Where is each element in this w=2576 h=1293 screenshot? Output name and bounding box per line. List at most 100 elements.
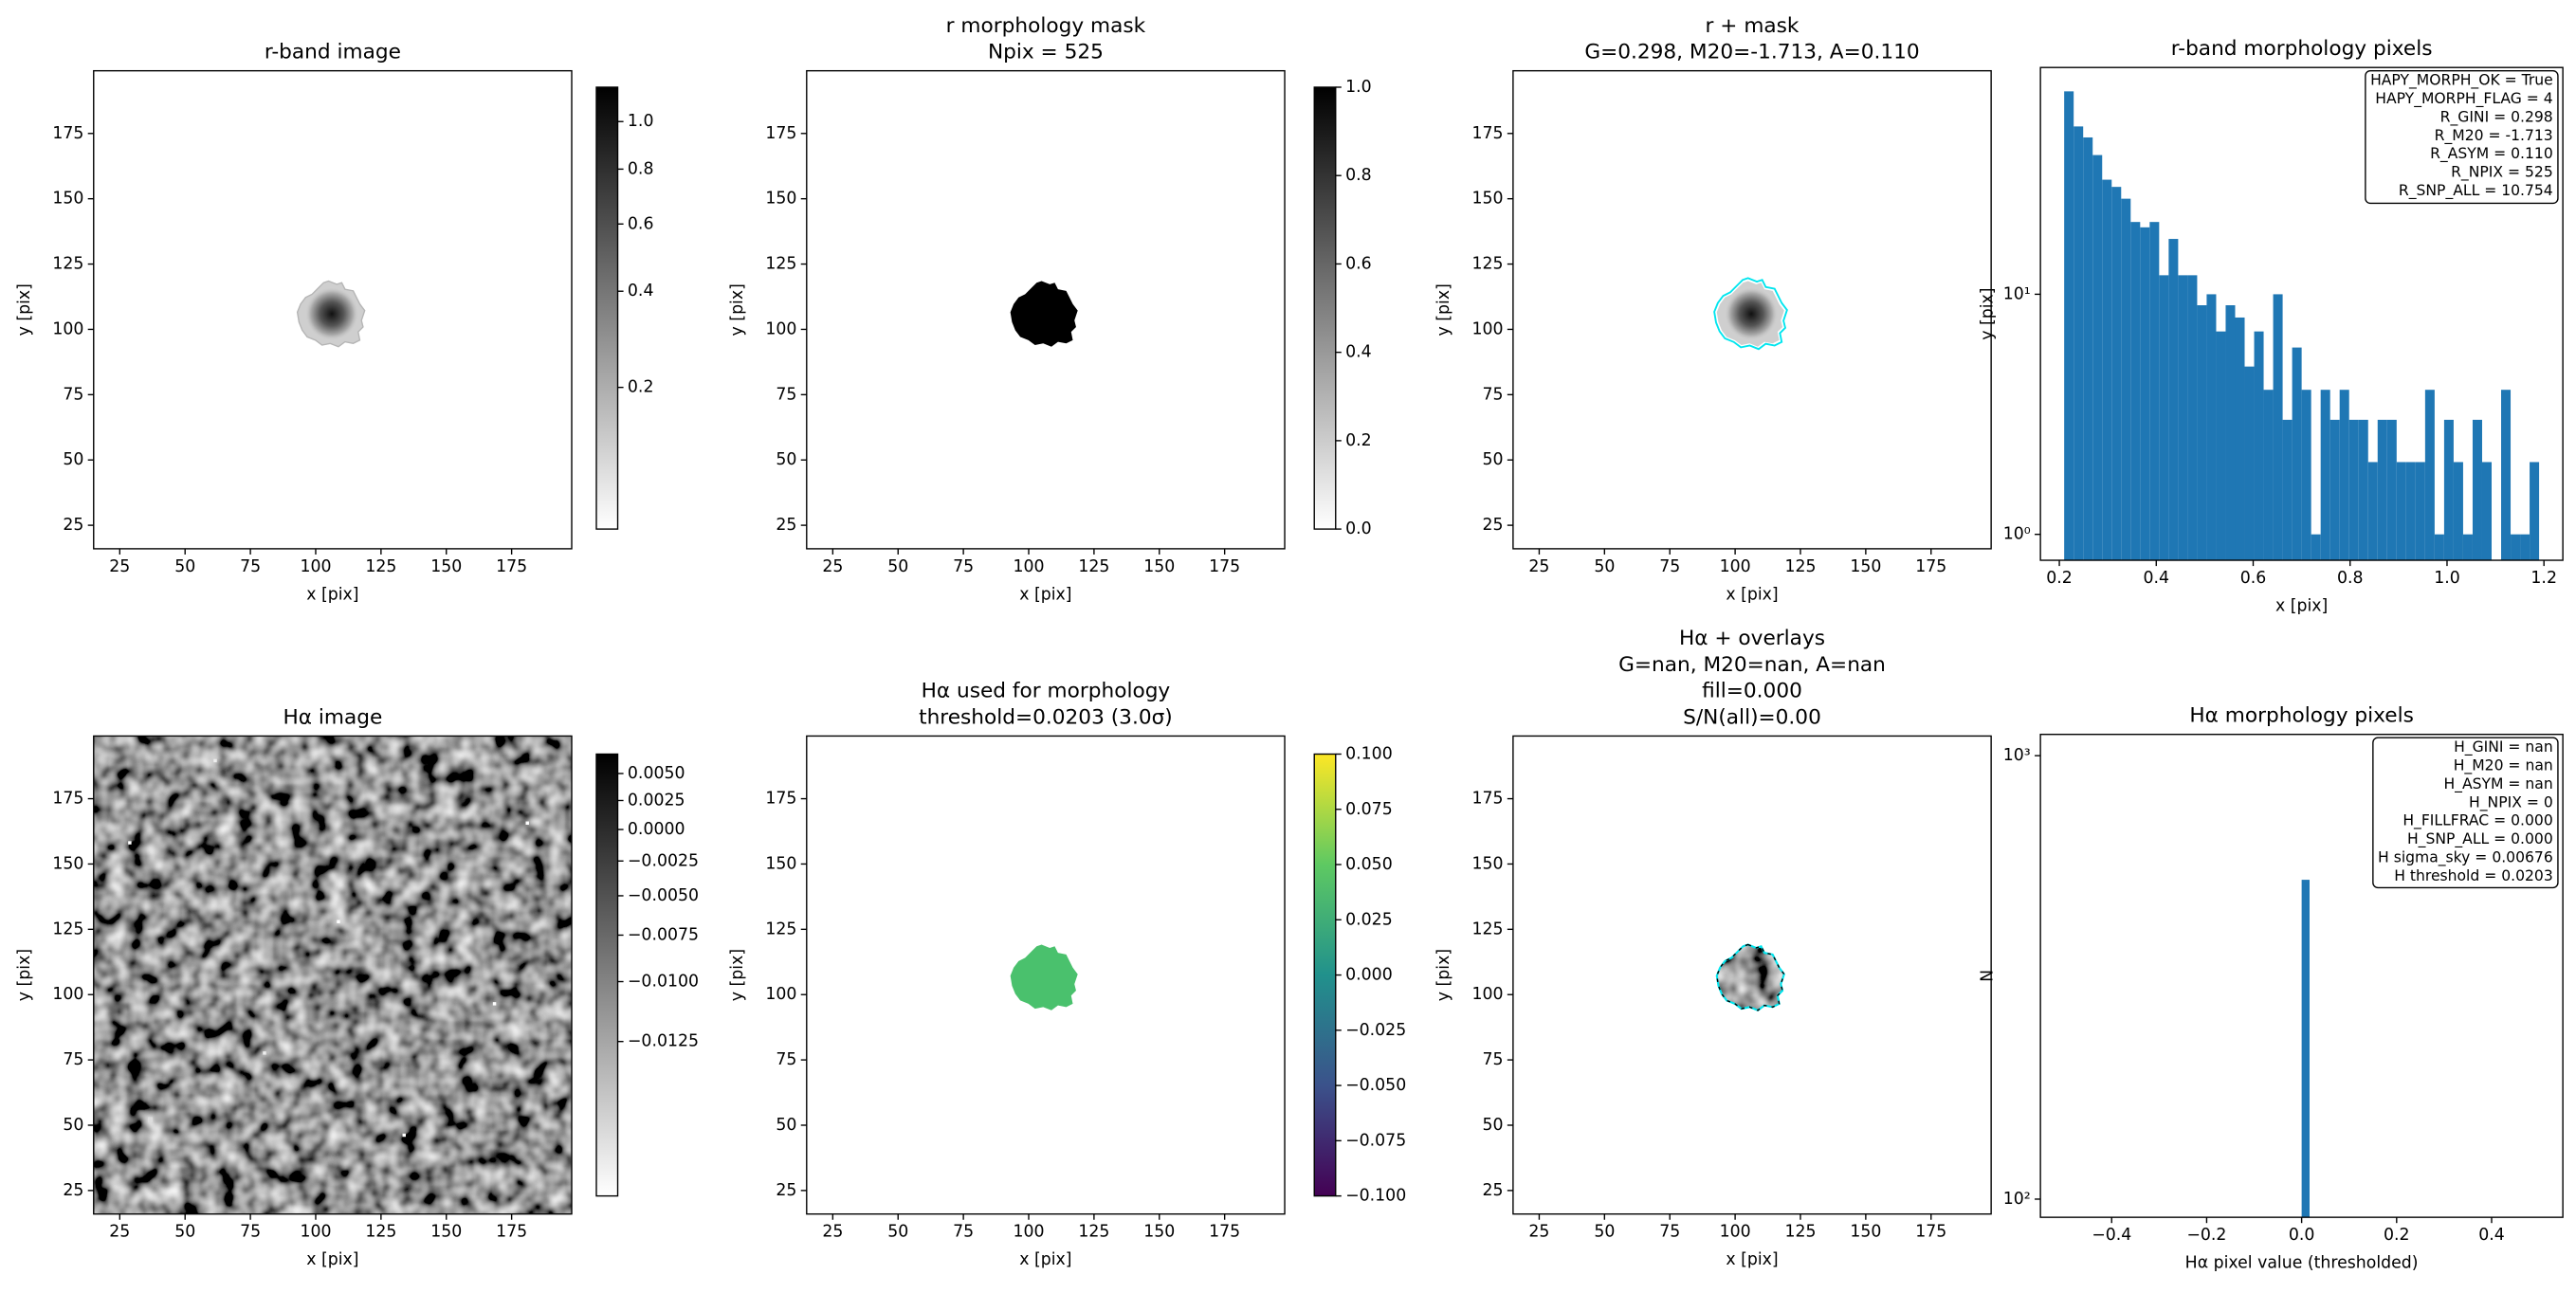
- bar: [2434, 534, 2444, 561]
- colorbar-tick-label: 0.8: [628, 159, 654, 178]
- y-tick-label: 25: [776, 1181, 796, 1200]
- bar: [2225, 305, 2236, 561]
- bar: [2396, 462, 2406, 561]
- x-tick-label: 150: [1143, 1223, 1175, 1242]
- colorbar-tick-label: 0.075: [1345, 800, 1393, 819]
- x-tick-label: 175: [1209, 557, 1240, 576]
- colorbar-tick-label: −0.0050: [628, 886, 699, 905]
- mask-image: [1010, 281, 1078, 347]
- x-tick-label: 175: [496, 557, 527, 576]
- annotation-line: R_M20 = -1.713: [2435, 127, 2553, 145]
- y-axis-label: y [pix]: [728, 283, 747, 336]
- x-axis-label: x [pix]: [306, 1250, 358, 1269]
- bar: [2443, 419, 2454, 561]
- x-tick-label: −0.4: [2092, 1226, 2131, 1245]
- halpha-overlay: [1715, 943, 1785, 1011]
- x-tick-label: 75: [1659, 1223, 1680, 1242]
- colorbar-tick-label: 0.4: [1345, 343, 1372, 362]
- bar: [2501, 390, 2512, 561]
- x-tick-label: 175: [1915, 557, 1946, 576]
- y-tick-label: 100: [1471, 985, 1503, 1004]
- colorbar-tick-label: −0.025: [1345, 1021, 1406, 1040]
- x-tick-label: 100: [1720, 1223, 1751, 1242]
- bar: [2405, 462, 2416, 561]
- chart-title: Hα morphology pixels: [2189, 704, 2414, 728]
- chart-title: Hα image: [283, 705, 382, 729]
- x-tick-label: 75: [953, 1223, 974, 1242]
- x-axis-label: x [pix]: [2275, 597, 2328, 616]
- axes-frame: [806, 735, 1286, 1215]
- bar: [2197, 305, 2207, 561]
- colorbar-tick-label: −0.100: [1345, 1187, 1406, 1206]
- x-tick-label: 75: [953, 557, 974, 576]
- x-tick-label: 150: [430, 557, 462, 576]
- x-tick-label: 1.0: [2434, 569, 2460, 588]
- annotation-line: H sigma_sky = 0.00676: [2378, 849, 2553, 867]
- chart-title: Hα used for morphology: [922, 680, 1171, 703]
- x-tick-label: 25: [109, 557, 130, 576]
- x-tick-label: 125: [1784, 1223, 1816, 1242]
- x-tick-label: 125: [365, 1223, 396, 1242]
- bar: [2130, 222, 2141, 561]
- colorbar-tick-label: 0.025: [1345, 910, 1393, 929]
- overlay-image: [1713, 277, 1788, 351]
- x-tick-label: 50: [174, 1223, 195, 1242]
- bar: [2453, 462, 2463, 561]
- y-tick-label: 50: [63, 450, 83, 469]
- colorbar-tick-label: 0.6: [628, 214, 654, 233]
- annotation-line: HAPY_MORPH_OK = True: [2370, 72, 2553, 90]
- bar: [2472, 419, 2482, 561]
- colorbar-tick-label: 0.000: [1345, 966, 1393, 985]
- y-tick-label: 50: [776, 1116, 796, 1135]
- bar: [2140, 227, 2150, 561]
- bar: [2273, 294, 2283, 561]
- x-tick-label: 0.2: [2046, 569, 2073, 588]
- axes-frame: [1512, 735, 1992, 1215]
- x-tick-label: 0.0: [2289, 1226, 2315, 1245]
- y-tick-label: 150: [765, 190, 796, 209]
- chart-title: r + mask: [1706, 14, 1800, 38]
- x-tick-label: 100: [1013, 557, 1044, 576]
- y-tick-label: 75: [1482, 385, 1503, 404]
- axes-frame: [93, 69, 573, 550]
- bar: [2377, 419, 2387, 561]
- bar: [2074, 126, 2084, 561]
- y-tick-label: 175: [765, 790, 796, 809]
- colorbar-tick-label: −0.075: [1345, 1131, 1406, 1150]
- y-tick-label: 50: [776, 450, 796, 469]
- y-tick-label: 75: [63, 1050, 83, 1069]
- bar: [2348, 419, 2359, 561]
- x-tick-label: 150: [1850, 1223, 1881, 1242]
- x-axis-label: x [pix]: [306, 585, 358, 604]
- annotation-line: H_FILLFRAC = 0.000: [2402, 812, 2552, 830]
- x-tick-label: 25: [1528, 1223, 1549, 1242]
- colorbar: [1313, 753, 1337, 1197]
- y-tick-label: 25: [63, 516, 83, 535]
- bar: [2102, 179, 2112, 561]
- y-tick-label: 175: [52, 124, 83, 143]
- colorbar: [595, 86, 619, 530]
- bar: [2187, 275, 2198, 561]
- y-tick-label: 100: [765, 319, 796, 338]
- annotation-line: R_GINI = 0.298: [2440, 108, 2553, 126]
- bar: [2092, 155, 2103, 561]
- x-tick-label: 75: [240, 557, 261, 576]
- y-tick-label: 50: [63, 1116, 83, 1135]
- x-tick-label: 50: [1594, 557, 1615, 576]
- colorbar-tick-label: −0.0075: [628, 925, 699, 944]
- x-tick-label: 100: [1013, 1223, 1044, 1242]
- x-tick-label: 150: [1143, 557, 1175, 576]
- bar: [2149, 222, 2160, 561]
- y-tick-label: 125: [765, 255, 796, 274]
- x-tick-label: 100: [300, 557, 331, 576]
- bar: [2111, 187, 2122, 561]
- y-tick-label: 150: [1471, 854, 1503, 873]
- bar: [2282, 419, 2293, 561]
- y-tick-label: 150: [1471, 190, 1503, 209]
- x-tick-label: 175: [1915, 1223, 1946, 1242]
- x-tick-label: 50: [887, 557, 908, 576]
- y-tick-label: 125: [1471, 920, 1503, 938]
- y-tick-label: 125: [1471, 255, 1503, 274]
- y-tick-label: 50: [1482, 450, 1503, 469]
